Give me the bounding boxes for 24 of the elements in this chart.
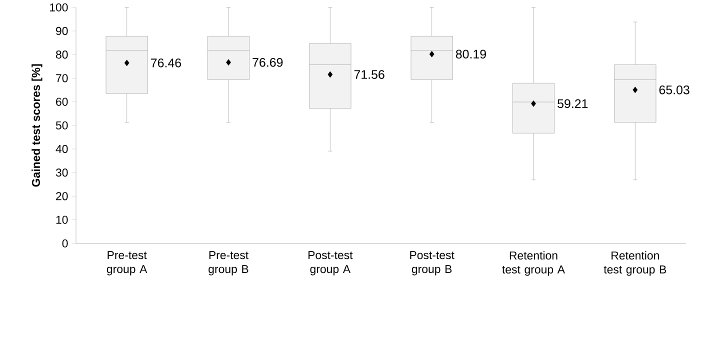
y-tick-label: 40 — [56, 144, 68, 153]
y-tick-label: 100 — [50, 3, 68, 12]
annotation: 80.19 — [456, 50, 486, 58]
y-tick-label: 0 — [62, 239, 68, 248]
x-tick-label: Retention test group B — [604, 250, 666, 276]
annotation: 59.21 — [558, 99, 588, 108]
annotation: 71.56 — [354, 70, 384, 79]
y-tick-label: 70 — [56, 74, 68, 82]
y-tick-label: 50 — [56, 121, 68, 130]
y-tick-label: 90 — [56, 26, 68, 35]
y-axis-title: Gained test scores [%] — [32, 64, 42, 186]
y-tick-label: 30 — [56, 168, 68, 176]
y-tick-label: 20 — [56, 192, 68, 200]
x-tick-label: Post-test group A — [308, 250, 353, 276]
x-tick-label: Pre-test group A — [106, 250, 148, 276]
y-tick-label: 10 — [56, 216, 68, 224]
x-tick-label: Pre-test group B — [208, 250, 248, 276]
y-tick-label: 80 — [56, 50, 68, 58]
annotation: 76.69 — [252, 58, 283, 67]
x-tick-label: Post-test group B — [410, 250, 454, 276]
annotation: 76.46 — [151, 58, 182, 68]
y-tick-label: 60 — [56, 98, 68, 106]
x-tick-label: Retention test group A — [502, 250, 565, 276]
annotation: 65.03 — [659, 85, 690, 94]
